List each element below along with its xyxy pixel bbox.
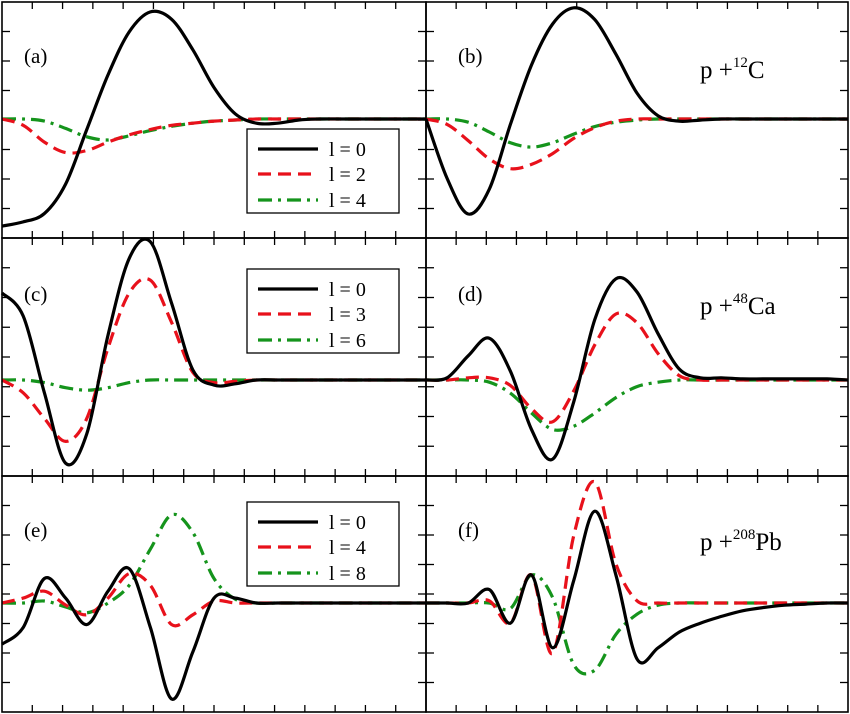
- legend-box: [246, 268, 400, 354]
- series-line-f-dashed: [426, 480, 848, 656]
- panel-label-f: (f): [458, 518, 479, 542]
- legend-entry: l = 0: [329, 512, 366, 534]
- nucleus-label-b: p +12C: [700, 55, 765, 84]
- series-line-d-solid: [425, 276, 849, 462]
- panel-c: [0, 237, 427, 477]
- legend-entry: l = 6: [329, 330, 366, 352]
- legend-box: [246, 501, 400, 587]
- legend-entry: l = 4: [329, 190, 366, 212]
- panel-frame: [425, 237, 849, 477]
- panel-label-a: (a): [24, 44, 47, 68]
- series-line-f-solid: [426, 509, 849, 665]
- panel-label-b: (b): [458, 44, 483, 68]
- series-line-e-solid: [1, 565, 426, 701]
- legend-entry: l = 8: [329, 563, 366, 585]
- legend-entry: l = 2: [329, 164, 366, 186]
- panel-label-d: (d): [458, 282, 483, 306]
- legend-entry: l = 0: [329, 279, 366, 301]
- panel-label-c: (c): [24, 282, 47, 306]
- panel-frame: [425, 475, 849, 713]
- legend-entry: l = 4: [329, 537, 366, 559]
- legend-bottom: l = 0 l = 4 l = 8: [246, 501, 400, 587]
- legend-box: [246, 128, 400, 214]
- series-line-b-dashed: [425, 117, 848, 171]
- series-line-b-solid: [424, 6, 848, 216]
- labels-layer: (a) (b) (c) (d) (e) (f) p +12C p +48Ca p…: [24, 44, 782, 556]
- panel-f: [425, 475, 849, 713]
- series-line-b-dashdot: [425, 117, 848, 149]
- series-line-d-dashdot: [425, 378, 848, 432]
- series-line-a-solid: [1, 9, 426, 228]
- series-line-d-dashed: [425, 311, 848, 424]
- nucleus-label-d: p +48Ca: [700, 291, 776, 320]
- legend-entry: l = 3: [329, 304, 366, 326]
- panel-b: [424, 1, 849, 239]
- legend-top: l = 0 l = 2 l = 4: [246, 128, 400, 214]
- legend-entry: l = 0: [329, 139, 366, 161]
- legend-middle: l = 0 l = 3 l = 6: [246, 268, 400, 354]
- nucleus-label-f: p +208Pb: [700, 527, 782, 556]
- panel-d: [425, 237, 849, 477]
- panel-label-e: (e): [24, 518, 47, 542]
- series-line-c-solid: [0, 237, 426, 467]
